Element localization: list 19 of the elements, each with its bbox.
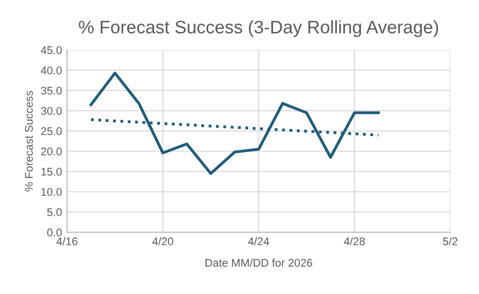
x-tick-label: 4/20	[152, 237, 174, 246]
line-series	[90, 72, 380, 175]
y-tick-label: 30.0	[41, 107, 62, 115]
y-tick-label: 15.0	[41, 168, 62, 176]
x-tick-label: 4/28	[344, 237, 365, 246]
y-tick-label: 0.0	[47, 228, 62, 236]
y-tick-label: 10.0	[41, 188, 62, 196]
chart-title: % Forecast Success (3-Day Rolling Average)	[78, 20, 438, 38]
x-tick-label: 4/16	[56, 237, 78, 246]
y-tick-label: 40.0	[40, 66, 62, 74]
y-axis-title: % Forecast Success	[24, 90, 33, 192]
x-axis-title: Date MM/DD for 2026	[206, 258, 312, 267]
y-tick-label: 35.0	[41, 86, 62, 95]
x-tick-label: 4/24	[248, 237, 270, 246]
y-tick-label: 45.0	[40, 46, 62, 54]
x-tick-label: 5/2	[442, 237, 458, 246]
y-tick-label: 5.0	[47, 208, 62, 216]
y-tick-label: 25.0	[41, 127, 62, 136]
y-tick-label: 20.0	[41, 148, 62, 156]
